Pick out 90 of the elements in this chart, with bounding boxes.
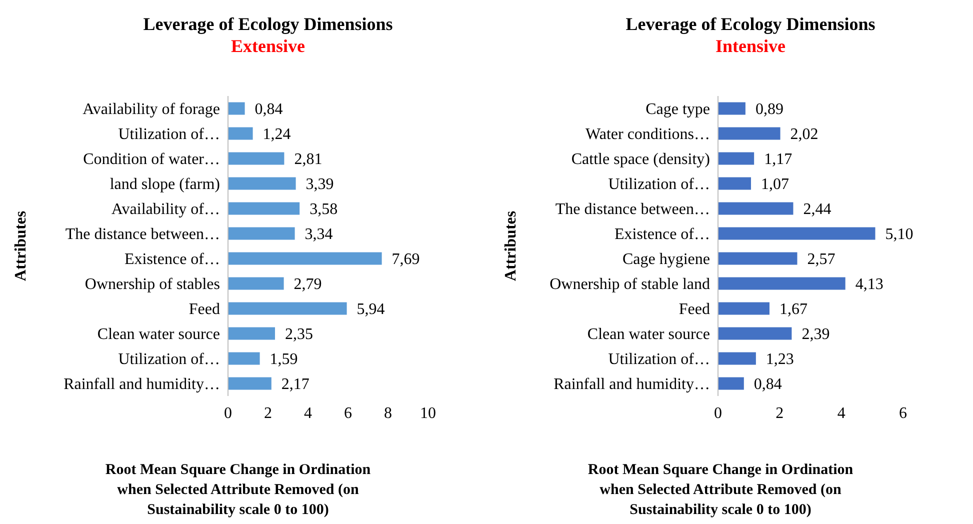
bar xyxy=(228,327,275,340)
data-label: 3,39 xyxy=(306,176,334,194)
x-tick-label: 0 xyxy=(224,405,232,422)
y-tick-label: Existence of… xyxy=(124,251,220,268)
data-label: 1,67 xyxy=(779,301,808,318)
y-tick-label: Utilization of… xyxy=(118,126,220,144)
bar xyxy=(718,327,792,340)
y-tick-label: Rainfall and humidity… xyxy=(554,376,710,394)
data-label: 4,13 xyxy=(855,276,884,294)
bar xyxy=(718,277,846,290)
y-tick-label: land slope (farm) xyxy=(110,176,220,194)
x-tick-label: 2 xyxy=(264,405,272,422)
data-label: 2,35 xyxy=(285,326,313,344)
y-tick-label: The distance between… xyxy=(555,201,710,218)
x-tick-label: 4 xyxy=(304,405,312,422)
data-label: 2,57 xyxy=(807,251,836,268)
bar xyxy=(228,127,253,140)
chart-title: Leverage of Ecology Dimensions xyxy=(143,14,393,34)
y-tick-label: Feed xyxy=(678,301,710,318)
data-label: 3,34 xyxy=(304,226,333,244)
bar xyxy=(228,352,260,365)
y-tick-label: Water conditions… xyxy=(586,126,710,144)
y-tick-label: Rainfall and humidity… xyxy=(64,376,220,394)
chart-title: Leverage of Ecology Dimensions xyxy=(626,14,876,34)
bar xyxy=(228,377,272,390)
data-label: 0,84 xyxy=(754,376,782,394)
bar xyxy=(718,227,876,240)
x-axis-title: Root Mean Square Change in Ordination when Selected Attribute Removed (on Sustainability scale 0 to 100) xyxy=(588,462,854,518)
y-tick-label: Availability of forage xyxy=(82,101,220,118)
x-tick-label: 8 xyxy=(384,405,392,422)
y-tick-label: Utilization of… xyxy=(608,351,710,368)
data-label: 7,69 xyxy=(392,251,420,268)
y-tick-label: The distance between… xyxy=(65,226,220,244)
y-tick-label: Ownership of stables xyxy=(84,276,220,294)
data-label: 3,58 xyxy=(310,201,338,218)
bar xyxy=(228,177,296,190)
y-tick-label: Cage type xyxy=(646,101,710,118)
data-label: 2,39 xyxy=(802,326,830,344)
data-label: 2,02 xyxy=(790,126,818,144)
data-label: 1,24 xyxy=(262,126,291,144)
y-tick-label: Ownership of stable land xyxy=(550,276,710,294)
data-label: 2,79 xyxy=(294,276,322,294)
y-tick-label: Feed xyxy=(188,301,220,318)
x-tick-label: 4 xyxy=(837,405,846,422)
y-tick-label: Utilization of… xyxy=(118,351,220,368)
bar xyxy=(228,152,284,165)
bar xyxy=(718,377,744,390)
bar xyxy=(718,152,754,165)
data-label: 2,81 xyxy=(294,151,322,168)
data-label: 5,10 xyxy=(885,226,914,244)
bar xyxy=(228,302,347,315)
data-label: 1,17 xyxy=(764,151,792,168)
x-tick-label: 6 xyxy=(344,405,352,422)
chart-subtitle: Intensive xyxy=(715,36,786,56)
y-tick-label: Cattle space (density) xyxy=(571,151,710,168)
bar xyxy=(718,252,798,265)
bar xyxy=(718,202,794,215)
bar xyxy=(718,177,751,190)
data-label: 2,44 xyxy=(803,201,832,218)
bar xyxy=(718,352,756,365)
bar xyxy=(228,202,300,215)
x-axis-title: Root Mean Square Change in Ordination when Selected Attribute Removed (on Sustainability scale 0 to 100) xyxy=(105,462,372,518)
data-label: 5,94 xyxy=(356,301,385,318)
y-tick-label: Existence of… xyxy=(614,226,710,244)
bar xyxy=(228,277,284,290)
data-label: 0,89 xyxy=(755,101,784,118)
y-tick-label: Availability of… xyxy=(111,201,220,218)
data-label: 0,84 xyxy=(254,101,283,118)
x-tick-label: 2 xyxy=(776,405,784,422)
data-label: 1,07 xyxy=(760,176,789,194)
bar xyxy=(228,252,382,265)
y-tick-label: Clean water source xyxy=(97,326,220,344)
bar xyxy=(718,127,780,140)
bar xyxy=(228,227,295,240)
x-tick-label: 10 xyxy=(420,405,436,422)
x-tick-label: 6 xyxy=(899,405,907,422)
y-tick-label: Clean water source xyxy=(587,326,710,344)
bar xyxy=(228,102,245,115)
x-tick-label: 0 xyxy=(714,405,722,422)
data-label: 1,23 xyxy=(766,351,794,368)
y-tick-label: Utilization of… xyxy=(608,176,710,194)
bar xyxy=(718,302,770,315)
data-label: 2,17 xyxy=(281,376,310,394)
y-axis-title: Attributes xyxy=(502,210,520,282)
y-tick-label: Cage hygiene xyxy=(622,251,710,268)
y-axis-title: Attributes xyxy=(12,210,30,282)
chart-subtitle: Extensive xyxy=(231,36,306,56)
bar xyxy=(718,102,746,115)
y-tick-label: Condition of water… xyxy=(83,151,220,168)
data-label: 1,59 xyxy=(270,351,298,368)
